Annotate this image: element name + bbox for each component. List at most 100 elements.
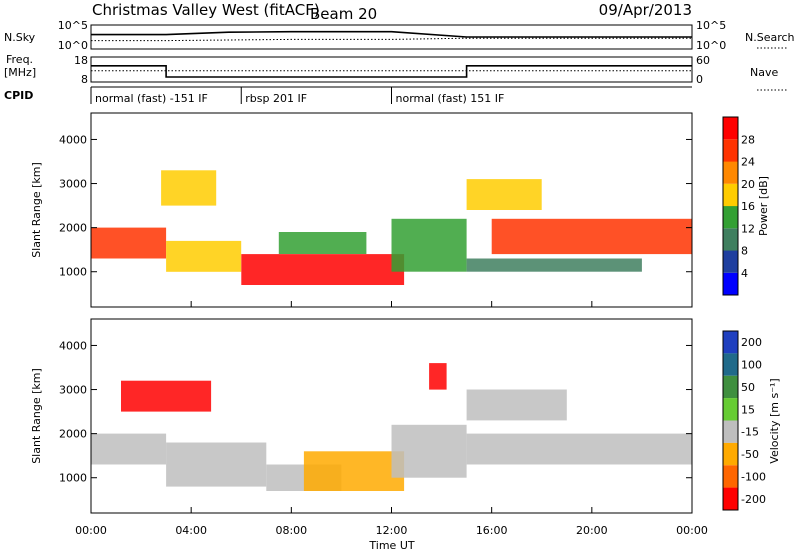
power-ytick-label-1: 2000 — [59, 222, 87, 235]
velocity-colorbar-tick-6: -100 — [741, 470, 766, 483]
velocity-colorbar-segment-0 — [723, 331, 738, 354]
power-band-5 — [391, 218, 467, 272]
power-colorbar: 4 8 12 16 20 24 28 Power [dB] — [722, 116, 770, 296]
velocity-colorbar-tick-5: -50 — [741, 448, 759, 461]
velocity-band-6 — [466, 389, 567, 421]
power-colorbar-segment-4 — [723, 183, 738, 207]
power-colorbar-segment-1 — [723, 250, 738, 273]
velocity-colorbar-tick-3: 15 — [741, 403, 755, 416]
freq-unit-label: [MHz] — [4, 66, 36, 79]
freq-tick-right-bottom: 0 — [696, 73, 703, 86]
velocity-band-0 — [91, 433, 167, 465]
velocity-colorbar-segment-2 — [723, 375, 738, 399]
velocity-colorbar-segment-4 — [723, 420, 738, 443]
velocity-band-2 — [166, 442, 267, 487]
nsky-label: N.Sky — [4, 31, 36, 44]
time-tick-label-5: 20:00 — [576, 524, 608, 537]
power-band-1 — [161, 170, 217, 206]
power-ylabel: Slant Range [km] — [30, 162, 43, 258]
time-axis: 00:00 04:00 08:00 12:00 16:00 20:00 00:00 — [75, 524, 708, 537]
power-band-8 — [466, 258, 642, 272]
power-colorbar-segment-5 — [723, 161, 738, 184]
velocity-band-8 — [429, 363, 447, 390]
velocity-colorbar-segment-1 — [723, 353, 738, 376]
velocity-colorbar-frame — [722, 330, 739, 511]
power-band-6 — [466, 179, 542, 210]
noise-tick-right-top: 10^5 — [696, 19, 726, 32]
time-tick-label-2: 08:00 — [275, 524, 307, 537]
velocity-ytick-label-3: 4000 — [59, 339, 87, 352]
noise-series-nsearch — [91, 37, 692, 42]
power-colorbar-tick-3: 16 — [741, 200, 755, 213]
beam-label: Beam 20 — [310, 5, 377, 23]
velocity-colorbar-tick-2: 50 — [741, 381, 755, 394]
velocity-ytick-label-2: 3000 — [59, 384, 87, 397]
noise-series-nsky — [91, 30, 692, 38]
time-tick-label-3: 12:00 — [376, 524, 408, 537]
velocity-colorbar-tick-4: -15 — [741, 426, 759, 439]
time-tick-label-4: 16:00 — [476, 524, 508, 537]
cpid-segment-label-2: normal (fast) 151 IF — [396, 92, 505, 105]
power-band-7 — [491, 218, 692, 255]
velocity-colorbar-tick-0: 200 — [741, 336, 762, 349]
velocity-colorbar-tick-7: -200 — [741, 493, 766, 506]
noise-tick-left-top: 10^5 — [58, 19, 88, 32]
freq-tick-right-top: 60 — [696, 54, 710, 67]
power-colorbar-tick-6: 28 — [741, 133, 755, 146]
power-band-3 — [241, 254, 405, 285]
time-axis-label: Time UT — [368, 539, 414, 552]
velocity-panel: 1000 2000 3000 4000 Slant Range [km] — [30, 318, 693, 514]
velocity-colorbar-tick-1: 100 — [741, 359, 762, 372]
noise-tick-right-bottom: 10^0 — [696, 39, 726, 52]
power-band-4 — [278, 232, 367, 254]
velocity-ytick-label-1: 2000 — [59, 428, 87, 441]
nave-label: Nave — [750, 66, 778, 79]
power-ytick-label-2: 3000 — [59, 178, 87, 191]
noise-tick-left-bottom: 10^0 — [58, 39, 88, 52]
velocity-band-7 — [466, 433, 692, 465]
power-ytick-label-0: 1000 — [59, 266, 87, 279]
power-band-2 — [166, 240, 242, 272]
cpid-label: CPID — [4, 89, 33, 102]
power-colorbar-segment-6 — [723, 139, 738, 162]
station-title: Christmas Valley West (fitACF) — [92, 1, 320, 19]
power-band-0 — [91, 227, 167, 259]
power-colorbar-segment-3 — [723, 206, 738, 229]
velocity-colorbar-segment-5 — [723, 442, 738, 466]
power-colorbar-tick-0: 4 — [741, 267, 748, 280]
noise-panel: 10^5 10^0 10^5 10^0 — [58, 19, 726, 52]
date-label: 09/Apr/2013 — [599, 1, 692, 19]
freq-tick-left-bottom: 8 — [81, 73, 88, 86]
freq-label: Freq. — [6, 53, 33, 66]
velocity-ylabel: Slant Range [km] — [30, 368, 43, 464]
time-tick-label-0: 00:00 — [75, 524, 107, 537]
velocity-colorbar-segment-7 — [723, 487, 738, 510]
power-panel: 1000 2000 3000 4000 Slant Range [km] — [30, 112, 693, 308]
velocity-band-4 — [303, 451, 405, 491]
velocity-band-5 — [391, 424, 467, 478]
power-colorbar-tick-4: 20 — [741, 178, 755, 191]
power-colorbar-segment-2 — [723, 228, 738, 251]
velocity-colorbar-label: Velocity [m s⁻¹] — [768, 378, 781, 463]
power-colorbar-label: Power [dB] — [757, 176, 770, 236]
cpid-segment-label-0: normal (fast) -151 IF — [95, 92, 208, 105]
velocity-colorbar-segment-6 — [723, 465, 738, 488]
freq-series-freq — [91, 65, 692, 78]
frequency-panel: 18 8 60 0 — [74, 54, 710, 86]
freq-tick-left-top: 18 — [74, 54, 88, 67]
freq-frame — [90, 56, 693, 83]
power-colorbar-tick-2: 12 — [741, 222, 755, 235]
power-colorbar-tick-1: 8 — [741, 245, 748, 258]
power-ytick-label-3: 4000 — [59, 133, 87, 146]
power-colorbar-tick-5: 24 — [741, 156, 755, 169]
cpid-segment-label-1: rbsp 201 IF — [245, 92, 307, 105]
velocity-colorbar-segment-3 — [723, 398, 738, 421]
time-tick-label-1: 04:00 — [175, 524, 207, 537]
power-colorbar-frame — [722, 116, 739, 296]
power-colorbar-segment-7 — [723, 117, 738, 140]
velocity-band-1 — [121, 380, 212, 412]
power-colorbar-segment-0 — [723, 272, 738, 296]
cpid-strip: normal (fast) -151 IF rbsp 201 IF normal (… — [90, 86, 692, 105]
time-tick-label-6: 00:00 — [676, 524, 708, 537]
